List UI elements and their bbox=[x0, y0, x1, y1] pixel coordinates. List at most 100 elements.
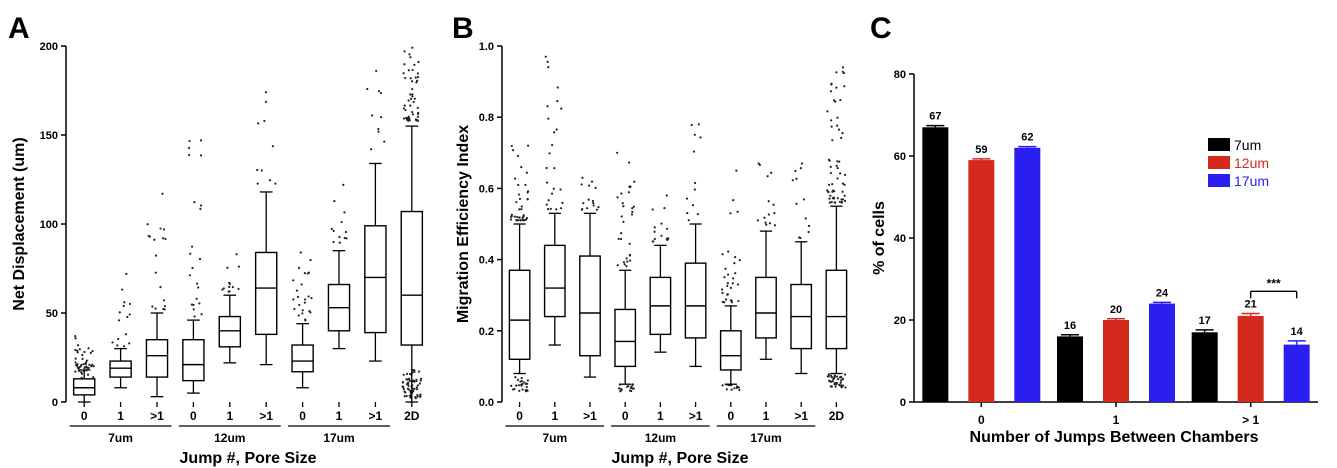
x-category-label: > 1 bbox=[1242, 413, 1259, 427]
outlier-point bbox=[198, 257, 202, 261]
outlier-point bbox=[625, 265, 628, 268]
outlier-point bbox=[830, 200, 833, 204]
group-label: 7um bbox=[108, 431, 133, 445]
outlier-point bbox=[79, 365, 82, 368]
outlier-point bbox=[519, 219, 522, 222]
outlier-point bbox=[128, 302, 132, 306]
outlier-point bbox=[515, 384, 518, 387]
x-category-label: >1 bbox=[794, 409, 808, 423]
outlier-point bbox=[726, 284, 729, 287]
panel-a-plot: 0 50 100 150 200 0 1 >1 0 1 >1 0 1 >1 2D 7um 12um 17um bbox=[40, 41, 424, 445]
outlier-point bbox=[187, 146, 191, 149]
x-category-label: 0 bbox=[299, 409, 306, 423]
outlier-point bbox=[343, 211, 346, 214]
x-category-label: 0 bbox=[516, 409, 523, 423]
outlier-point bbox=[685, 197, 689, 200]
outlier-point bbox=[767, 200, 770, 203]
x-category-label: 2D bbox=[829, 409, 845, 423]
outlier-point bbox=[199, 154, 203, 157]
bar bbox=[1283, 344, 1310, 402]
outlier-point bbox=[699, 136, 702, 139]
outlier-point bbox=[377, 127, 380, 131]
outlier-point bbox=[620, 389, 623, 392]
outlier-point bbox=[513, 387, 516, 391]
outlier-point bbox=[773, 212, 776, 215]
outlier-point bbox=[123, 301, 126, 304]
outlier-point bbox=[402, 107, 405, 110]
outlier-point bbox=[834, 201, 837, 204]
outlier-point bbox=[402, 72, 405, 75]
group-label: 7um bbox=[542, 431, 567, 445]
outlier-point bbox=[162, 307, 165, 311]
outlier-point bbox=[344, 230, 348, 234]
outlier-point bbox=[587, 198, 590, 201]
outlier-point bbox=[413, 370, 416, 374]
outlier-point bbox=[402, 117, 406, 120]
outlier-point bbox=[547, 117, 550, 120]
outlier-point bbox=[525, 171, 528, 174]
outlier-point bbox=[122, 304, 125, 308]
outlier-point bbox=[76, 363, 79, 366]
outlier-point bbox=[124, 333, 128, 336]
outlier-point bbox=[408, 372, 412, 376]
outlier-point bbox=[189, 252, 192, 255]
group-label: 17um bbox=[750, 431, 781, 445]
box-iqr bbox=[508, 269, 531, 360]
bar-value-label: 16 bbox=[1064, 320, 1076, 332]
bar-value-label: 24 bbox=[1156, 287, 1169, 299]
outlier-point bbox=[843, 85, 846, 88]
outlier-point bbox=[413, 369, 416, 372]
outlier-point bbox=[237, 287, 240, 291]
outlier-point bbox=[799, 167, 802, 170]
outlier-point bbox=[619, 237, 623, 241]
outlier-point bbox=[511, 149, 515, 152]
outlier-point bbox=[686, 212, 689, 215]
outlier-point bbox=[735, 169, 738, 172]
y-tick-label: 50 bbox=[46, 308, 58, 320]
outlier-point bbox=[192, 303, 195, 306]
outlier-point bbox=[736, 385, 739, 388]
outlier-point bbox=[833, 375, 836, 378]
outlier-point bbox=[163, 305, 167, 308]
x-category-label: 1 bbox=[657, 409, 664, 423]
y-tick-label: 100 bbox=[40, 219, 58, 231]
outlier-point bbox=[330, 227, 333, 231]
outlier-point bbox=[518, 389, 521, 392]
outlier-point bbox=[764, 221, 767, 224]
outlier-point bbox=[520, 376, 523, 380]
outlier-point bbox=[74, 335, 77, 338]
outlier-point bbox=[342, 183, 345, 186]
outlier-point bbox=[729, 286, 733, 289]
outlier-point bbox=[591, 199, 594, 203]
outlier-point bbox=[620, 215, 623, 218]
legend-swatch-12um bbox=[1208, 156, 1230, 169]
outlier-point bbox=[371, 114, 374, 117]
outlier-point bbox=[556, 86, 559, 89]
x-category-label: 2D bbox=[404, 409, 420, 423]
y-tick-label: 0.8 bbox=[479, 112, 494, 124]
outlier-point bbox=[631, 210, 634, 214]
outlier-point bbox=[768, 222, 772, 225]
outlier-point bbox=[627, 191, 630, 194]
outlier-point bbox=[405, 118, 409, 121]
outlier-point bbox=[332, 240, 335, 244]
outlier-point bbox=[412, 379, 416, 383]
outlier-point bbox=[791, 179, 794, 182]
outlier-point bbox=[76, 349, 79, 352]
outlier-point bbox=[773, 224, 776, 227]
outlier-point bbox=[628, 161, 631, 164]
y-tick-label: 20 bbox=[894, 315, 906, 327]
outlier-point bbox=[595, 208, 598, 211]
outlier-point bbox=[622, 261, 625, 264]
bar bbox=[1014, 147, 1041, 402]
outlier-point bbox=[411, 68, 414, 72]
outlier-point bbox=[697, 123, 700, 126]
outlier-point bbox=[190, 303, 193, 306]
y-tick-label: 0.4 bbox=[479, 255, 495, 267]
x-category-label: 0 bbox=[190, 409, 197, 423]
outlier-point bbox=[256, 168, 259, 172]
outlier-point bbox=[117, 337, 120, 341]
outlier-point bbox=[298, 303, 301, 306]
outlier-point bbox=[408, 377, 411, 380]
